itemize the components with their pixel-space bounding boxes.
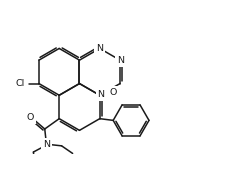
Text: N: N — [43, 140, 50, 149]
Text: O: O — [26, 113, 33, 122]
Text: N: N — [96, 44, 103, 53]
Text: Cl: Cl — [16, 79, 25, 88]
Text: N: N — [97, 90, 104, 99]
Text: N: N — [117, 56, 124, 65]
Text: O: O — [109, 88, 116, 97]
